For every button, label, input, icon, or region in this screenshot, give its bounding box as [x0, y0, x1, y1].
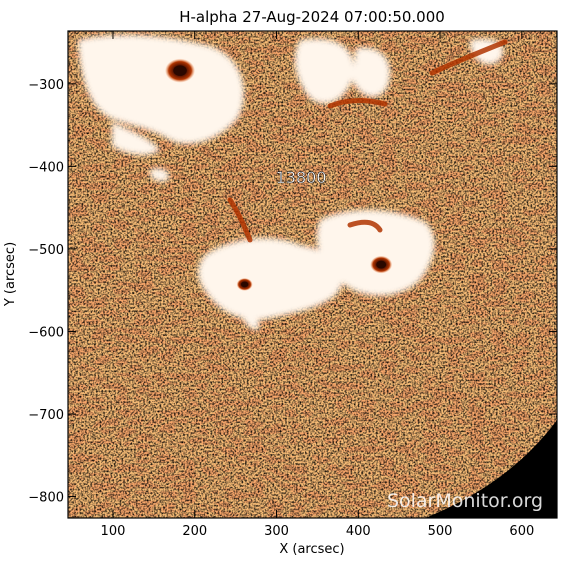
sunspot-right: [370, 255, 393, 274]
sunspot-center: [236, 278, 253, 291]
x-tick-label: 400: [346, 524, 371, 539]
sunspots: [165, 58, 393, 291]
watermark: SolarMonitor.org: [387, 490, 543, 512]
y-tick-label: −500: [28, 243, 64, 258]
image-area: 13800 SolarMonitor.org: [68, 31, 557, 518]
y-tick-label: −400: [28, 160, 64, 175]
x-tick-label: 300: [264, 524, 289, 539]
x-tick-label: 500: [428, 524, 453, 539]
y-tick-label: −600: [28, 325, 64, 340]
plage-regions: [78, 34, 504, 330]
y-axis-ticks: −300 −400 −500 −600 −700 −800: [28, 78, 557, 506]
plot-title: H-alpha 27-Aug-2024 07:00:50.000: [179, 8, 445, 26]
x-tick-label: 200: [182, 524, 207, 539]
plot-frame: [67, 30, 558, 519]
x-tick-label: 600: [509, 524, 534, 539]
x-axis-ticks: 100 200 300 400 500 600: [101, 31, 534, 539]
x-tick-label: 100: [101, 524, 126, 539]
sunspot-upper-left: [165, 58, 196, 83]
y-tick-label: −800: [28, 491, 64, 506]
x-axis-label: X (arcsec): [279, 542, 344, 557]
y-axis-label: Y (arcsec): [3, 242, 18, 307]
y-tick-label: −700: [28, 408, 64, 423]
off-limb-region: [425, 420, 557, 518]
y-tick-label: −300: [28, 78, 64, 93]
active-region-label: 13800: [276, 168, 327, 187]
filaments: [227, 39, 508, 243]
